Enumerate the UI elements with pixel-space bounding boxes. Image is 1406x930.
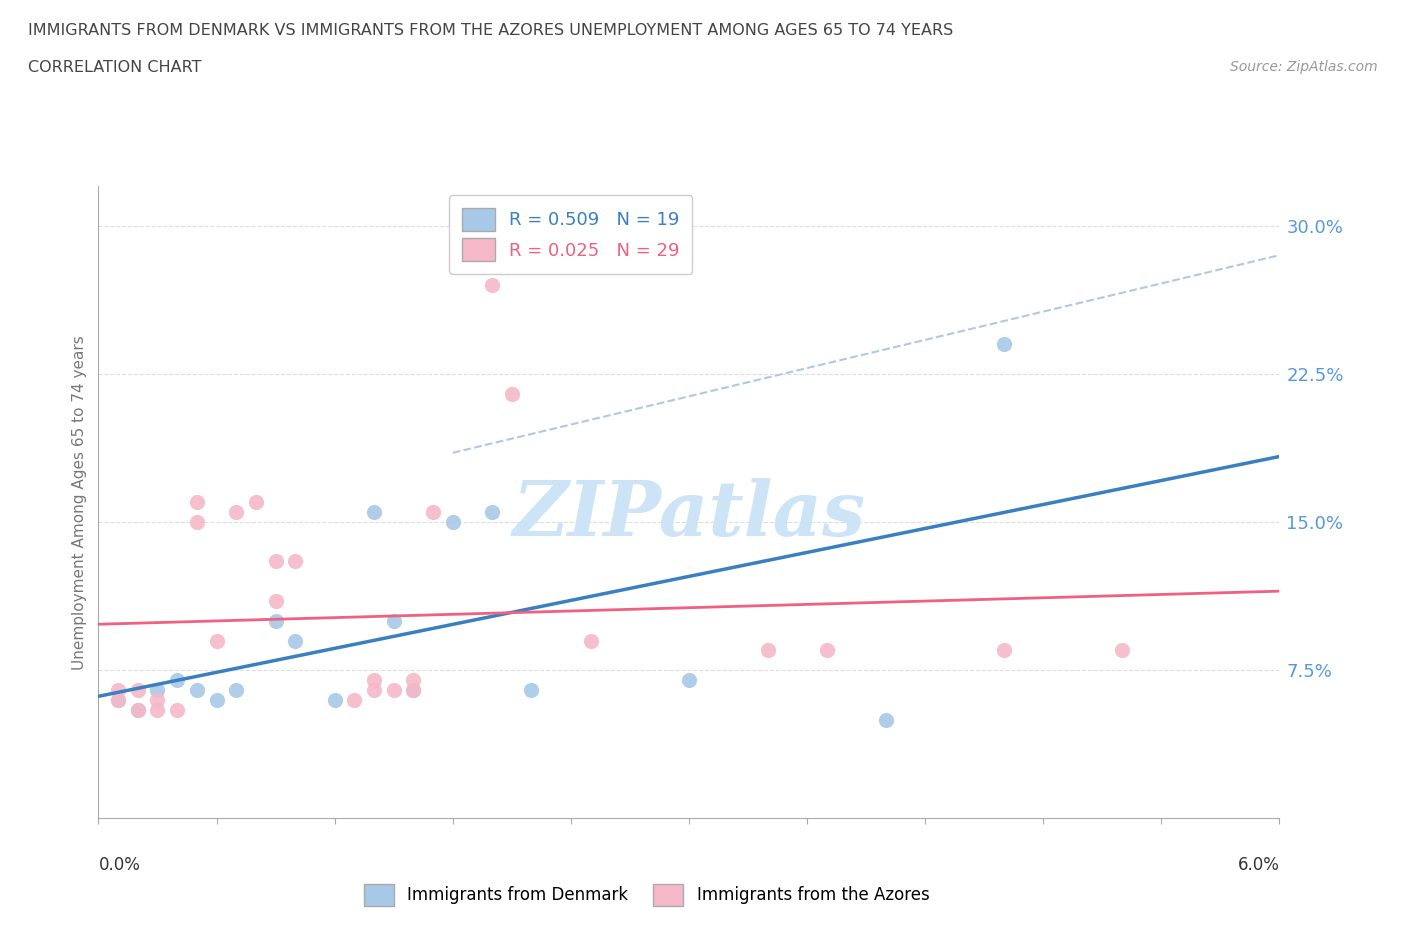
- Point: [993, 337, 1015, 352]
- Point: [264, 593, 287, 608]
- Point: [875, 712, 897, 727]
- Legend: R = 0.509   N = 19, R = 0.025   N = 29: R = 0.509 N = 19, R = 0.025 N = 29: [450, 195, 692, 274]
- Text: 6.0%: 6.0%: [1237, 857, 1279, 874]
- Point: [678, 672, 700, 687]
- Point: [205, 633, 228, 648]
- Point: [402, 683, 425, 698]
- Point: [756, 643, 779, 658]
- Y-axis label: Unemployment Among Ages 65 to 74 years: Unemployment Among Ages 65 to 74 years: [72, 335, 87, 670]
- Point: [363, 505, 385, 520]
- Point: [107, 692, 129, 708]
- Point: [1111, 643, 1133, 658]
- Point: [422, 505, 444, 520]
- Point: [520, 683, 543, 698]
- Point: [363, 683, 385, 698]
- Point: [166, 702, 188, 717]
- Point: [146, 692, 169, 708]
- Text: Source: ZipAtlas.com: Source: ZipAtlas.com: [1230, 60, 1378, 74]
- Point: [993, 643, 1015, 658]
- Point: [402, 683, 425, 698]
- Point: [127, 683, 149, 698]
- Point: [815, 643, 838, 658]
- Point: [127, 702, 149, 717]
- Point: [264, 614, 287, 629]
- Point: [363, 672, 385, 687]
- Point: [481, 505, 503, 520]
- Point: [107, 692, 129, 708]
- Point: [127, 702, 149, 717]
- Point: [323, 692, 346, 708]
- Point: [382, 683, 405, 698]
- Point: [166, 672, 188, 687]
- Legend: Immigrants from Denmark, Immigrants from the Azores: Immigrants from Denmark, Immigrants from…: [357, 878, 936, 912]
- Point: [382, 614, 405, 629]
- Text: CORRELATION CHART: CORRELATION CHART: [28, 60, 201, 75]
- Point: [284, 554, 307, 569]
- Point: [284, 633, 307, 648]
- Text: ZIPatlas: ZIPatlas: [512, 478, 866, 551]
- Point: [225, 683, 247, 698]
- Point: [186, 495, 208, 510]
- Point: [481, 277, 503, 292]
- Point: [146, 683, 169, 698]
- Point: [205, 692, 228, 708]
- Point: [225, 505, 247, 520]
- Point: [107, 683, 129, 698]
- Point: [245, 495, 267, 510]
- Point: [343, 692, 366, 708]
- Point: [501, 386, 523, 401]
- Point: [264, 554, 287, 569]
- Text: 0.0%: 0.0%: [98, 857, 141, 874]
- Point: [579, 633, 602, 648]
- Point: [441, 514, 464, 529]
- Point: [146, 702, 169, 717]
- Text: IMMIGRANTS FROM DENMARK VS IMMIGRANTS FROM THE AZORES UNEMPLOYMENT AMONG AGES 65: IMMIGRANTS FROM DENMARK VS IMMIGRANTS FR…: [28, 23, 953, 38]
- Point: [186, 514, 208, 529]
- Point: [186, 683, 208, 698]
- Point: [402, 672, 425, 687]
